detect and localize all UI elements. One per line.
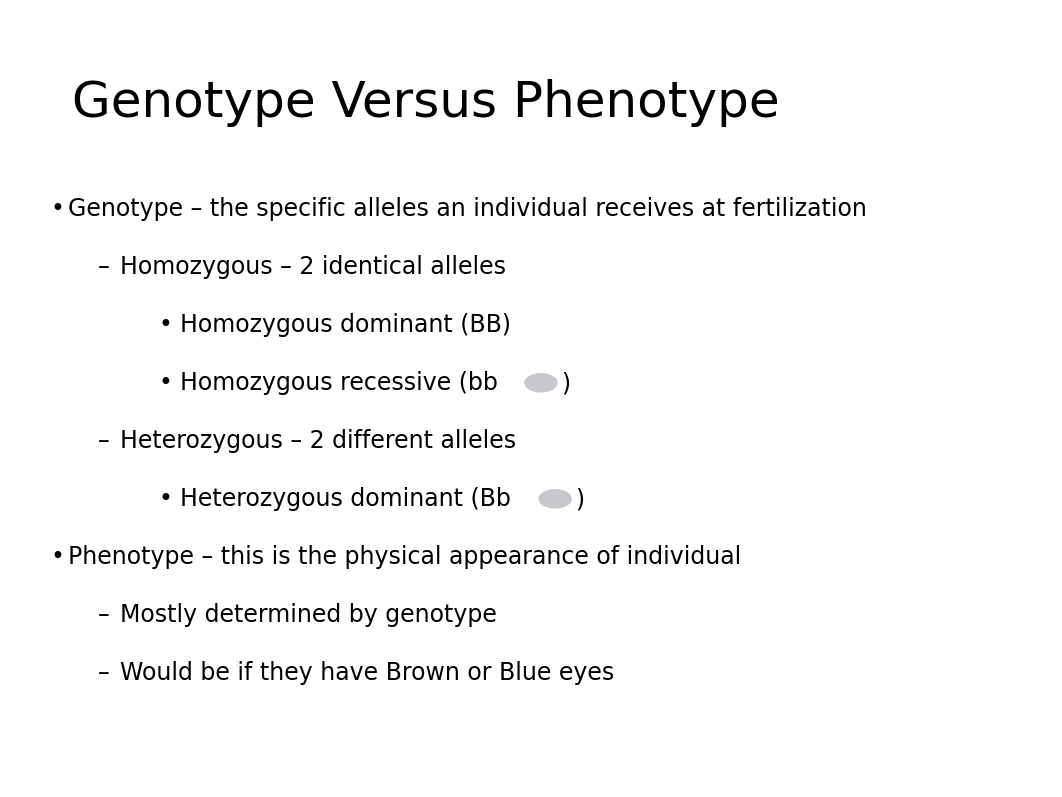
Text: Mostly determined by genotype: Mostly determined by genotype bbox=[120, 603, 497, 627]
Ellipse shape bbox=[525, 374, 556, 392]
Text: Homozygous recessive (bb: Homozygous recessive (bb bbox=[179, 371, 498, 395]
Ellipse shape bbox=[539, 490, 571, 508]
Text: ): ) bbox=[576, 487, 584, 511]
Text: Homozygous dominant (BB): Homozygous dominant (BB) bbox=[179, 313, 511, 337]
Text: Heterozygous dominant (Bb: Heterozygous dominant (Bb bbox=[179, 487, 511, 511]
Text: •: • bbox=[158, 487, 172, 511]
Text: ): ) bbox=[561, 371, 570, 395]
Text: Genotype Versus Phenotype: Genotype Versus Phenotype bbox=[72, 79, 780, 127]
Text: Phenotype – this is the physical appearance of individual: Phenotype – this is the physical appeara… bbox=[68, 545, 741, 569]
Text: •: • bbox=[158, 313, 172, 337]
Text: –: – bbox=[98, 661, 109, 685]
Text: –: – bbox=[98, 255, 109, 279]
Text: •: • bbox=[158, 371, 172, 395]
Text: Heterozygous – 2 different alleles: Heterozygous – 2 different alleles bbox=[120, 429, 516, 453]
Text: Would be if they have Brown or Blue eyes: Would be if they have Brown or Blue eyes bbox=[120, 661, 614, 685]
Text: •: • bbox=[50, 197, 64, 221]
Text: Genotype – the specific alleles an individual receives at fertilization: Genotype – the specific alleles an indiv… bbox=[68, 197, 867, 221]
Text: •: • bbox=[50, 545, 64, 569]
Text: –: – bbox=[98, 603, 109, 627]
Text: Homozygous – 2 identical alleles: Homozygous – 2 identical alleles bbox=[120, 255, 506, 279]
Text: –: – bbox=[98, 429, 109, 453]
